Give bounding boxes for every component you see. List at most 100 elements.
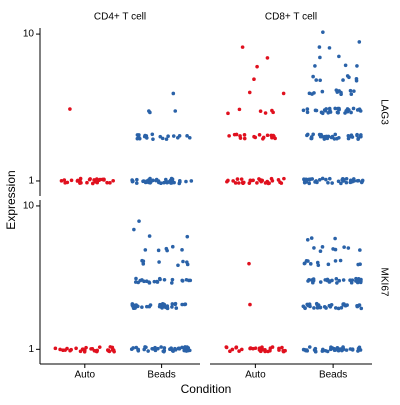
point: [322, 108, 327, 112]
point: [306, 259, 310, 263]
point: [356, 262, 360, 267]
point: [134, 181, 139, 185]
point: [94, 177, 99, 182]
point: [311, 74, 315, 79]
point: [137, 133, 141, 137]
point: [145, 136, 149, 140]
point: [170, 348, 175, 353]
point: [182, 348, 186, 353]
point: [346, 133, 351, 138]
point: [163, 305, 168, 310]
point: [147, 304, 152, 309]
point: [301, 108, 306, 113]
point: [228, 349, 232, 354]
point: [355, 279, 360, 283]
point: [177, 181, 182, 186]
point: [333, 306, 338, 310]
point: [341, 78, 345, 82]
point: [315, 302, 319, 307]
point: [163, 177, 168, 182]
point: [237, 107, 242, 112]
point: [145, 304, 149, 309]
point: [340, 348, 344, 353]
point: [309, 278, 314, 282]
point: [307, 345, 312, 349]
point: [147, 109, 151, 113]
point: [184, 179, 188, 184]
point: [315, 180, 319, 185]
point: [185, 260, 189, 264]
point: [318, 249, 323, 254]
point: [313, 108, 318, 113]
point: [159, 345, 163, 349]
point: [134, 276, 138, 281]
point: [331, 247, 335, 251]
point: [240, 347, 244, 352]
point: [78, 176, 83, 181]
point: [176, 263, 180, 268]
point: [170, 178, 174, 183]
point: [161, 349, 166, 354]
point: [307, 181, 312, 186]
point: [309, 236, 314, 240]
point: [183, 302, 188, 307]
point: [312, 306, 316, 310]
point: [242, 133, 247, 137]
point: [180, 278, 185, 283]
point: [327, 176, 332, 181]
point: [330, 278, 334, 283]
point: [65, 346, 69, 351]
point: [301, 347, 306, 352]
point: [318, 78, 322, 83]
point: [281, 91, 286, 96]
point: [238, 136, 243, 140]
point: [327, 46, 332, 50]
point: [111, 348, 116, 352]
point: [342, 245, 346, 249]
row-title: LAG3: [378, 99, 389, 125]
y-tick-label: 10: [23, 29, 35, 40]
point: [359, 277, 363, 282]
point: [65, 180, 70, 185]
point: [248, 302, 252, 307]
point: [142, 279, 146, 284]
point: [326, 262, 331, 267]
point: [339, 92, 343, 97]
point: [247, 181, 252, 185]
point: [358, 248, 362, 252]
point: [151, 137, 155, 141]
point: [226, 111, 230, 116]
point: [325, 278, 330, 283]
point: [321, 347, 325, 352]
point: [320, 89, 325, 94]
point: [189, 179, 194, 183]
point: [145, 179, 149, 183]
point: [333, 259, 338, 263]
point: [239, 177, 244, 181]
point: [337, 54, 341, 59]
point: [153, 345, 157, 350]
point: [302, 178, 306, 182]
point: [312, 246, 316, 250]
point: [171, 91, 176, 96]
point: [311, 132, 315, 137]
point: [147, 280, 151, 284]
column-title: CD4+ T cell: [94, 12, 146, 23]
point: [180, 302, 184, 307]
point: [173, 347, 178, 352]
point: [162, 346, 167, 350]
point: [170, 277, 175, 282]
point: [187, 135, 192, 140]
point: [257, 177, 261, 181]
point: [305, 110, 310, 115]
point: [333, 236, 337, 241]
point: [344, 176, 349, 181]
point: [317, 45, 322, 49]
point: [174, 306, 179, 310]
point: [183, 345, 187, 349]
point: [355, 304, 359, 308]
point: [345, 107, 350, 111]
point: [343, 111, 347, 115]
point: [261, 135, 266, 140]
point: [147, 234, 152, 238]
